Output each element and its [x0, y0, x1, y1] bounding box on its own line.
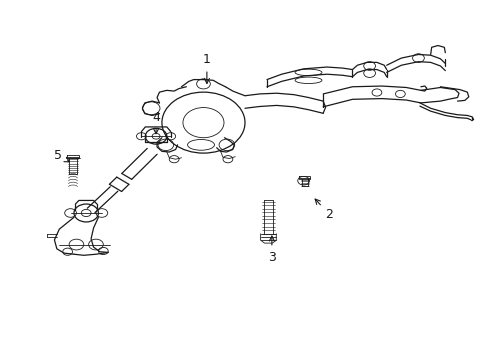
Text: 1: 1 [203, 53, 211, 84]
Text: 3: 3 [268, 236, 276, 264]
Text: 2: 2 [315, 199, 333, 221]
Text: 4: 4 [152, 111, 160, 134]
Text: 5: 5 [54, 149, 70, 162]
